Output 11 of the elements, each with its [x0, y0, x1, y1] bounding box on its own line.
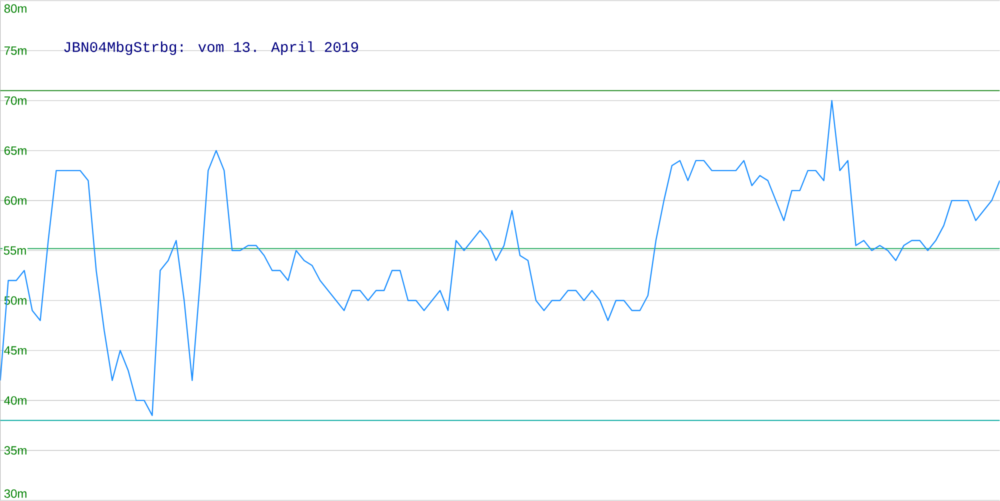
y-tick-label: 65m	[4, 146, 26, 155]
y-tick-label: 35m	[4, 446, 26, 455]
text: JBN04MbgStrbg: vom 13. April 2019	[64, 41, 358, 55]
y-tick-label: 70m	[4, 96, 26, 105]
y-tick-label: 75m	[4, 46, 26, 55]
y-tick-label: 30m	[4, 489, 26, 498]
y-tick-label: 55m	[4, 246, 26, 255]
y-tick-label: 80m	[4, 4, 26, 13]
y-tick-label: 45m	[4, 346, 26, 355]
y-tick-label: 40m	[4, 396, 26, 405]
y-tick-label: 60m	[4, 196, 26, 205]
